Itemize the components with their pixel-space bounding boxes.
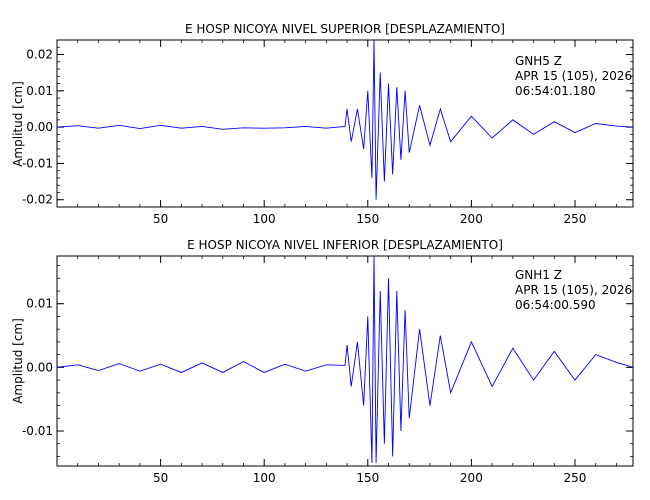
x-tick-label: 100 [253, 471, 276, 485]
plot-frame [56, 255, 634, 467]
y-tick-label: 0.00 [26, 360, 53, 374]
annotation-line: APR 15 (105), 2026 [515, 283, 632, 297]
x-tick-label: 100 [253, 212, 276, 226]
upper-level-panel: E HOSP NICOYA NIVEL SUPERIOR [DESPLAZAMI… [11, 22, 634, 226]
y-tick-label: 0.01 [26, 84, 53, 98]
y-tick-label: -0.01 [22, 156, 53, 170]
x-axis: 50 100 150 200 250 [77, 256, 617, 485]
waveform-trace [56, 255, 634, 463]
annotation-line: APR 15 (105), 2026 [515, 69, 632, 83]
y-tick-label: 0.01 [26, 297, 53, 311]
annotation-line: GNH5 Z [515, 54, 562, 68]
station-annotation: GNH5 Z APR 15 (105), 2026 06:54:01.180 [515, 54, 632, 98]
x-tick-label: 150 [356, 212, 379, 226]
waveform-trace [56, 39, 634, 200]
y-tick-label: -0.02 [22, 193, 53, 207]
x-tick-label: 200 [460, 471, 483, 485]
station-annotation: GNH1 Z APR 15 (105), 2026 06:54:00.590 [515, 268, 632, 312]
y-tick-label: -0.01 [22, 424, 53, 438]
y-axis: 0.02 0.01 0.00 -0.01 -0.02 [22, 46, 633, 208]
y-axis-label: Amplitud [cm] [11, 318, 25, 404]
y-axis-label: Amplitud [cm] [11, 81, 25, 167]
annotation-line: 06:54:00.590 [515, 298, 596, 312]
x-tick-label: 250 [564, 471, 587, 485]
y-tick-label: 0.02 [26, 48, 53, 62]
annotation-line: GNH1 Z [515, 268, 562, 282]
x-tick-label: 150 [356, 471, 379, 485]
x-tick-label: 250 [564, 212, 587, 226]
x-tick-label: 200 [460, 212, 483, 226]
lower-level-panel: E HOSP NICOYA NIVEL INFERIOR [DESPLAZAMI… [11, 238, 634, 485]
plot-frame [56, 39, 634, 208]
chart-title: E HOSP NICOYA NIVEL SUPERIOR [DESPLAZAMI… [185, 22, 505, 36]
y-axis: 0.01 0.00 -0.01 [22, 265, 633, 457]
x-tick-label: 50 [153, 212, 168, 226]
x-tick-label: 50 [153, 471, 168, 485]
x-axis: 50 100 150 200 250 [77, 40, 617, 226]
y-tick-label: 0.00 [26, 120, 53, 134]
chart-title: E HOSP NICOYA NIVEL INFERIOR [DESPLAZAMI… [187, 238, 503, 252]
annotation-line: 06:54:01.180 [515, 84, 596, 98]
